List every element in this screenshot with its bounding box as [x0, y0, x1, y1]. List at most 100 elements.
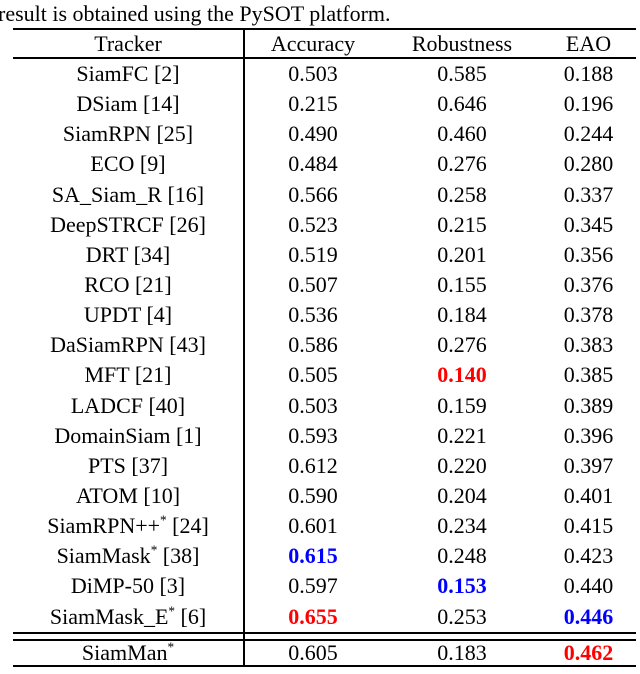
table-row: SiamMan* 0.605 0.183 0.462 [13, 639, 636, 665]
table-caption-text: result is obtained using the PySOT platf… [0, 1, 391, 26]
table-row: SiamMask_E* [6] 0.655 0.253 0.446 [13, 602, 636, 632]
table-row: DaSiamRPN [43] 0.586 0.276 0.383 [13, 330, 636, 360]
tracker-name-cell: MFT [21] [84, 362, 172, 388]
robustness-value-cell: 0.215 [437, 211, 487, 237]
eao-value-cell: 0.462 [563, 639, 614, 665]
table-row: ATOM [10] 0.590 0.204 0.401 [13, 481, 636, 511]
accuracy-value-cell: 0.503 [288, 392, 338, 418]
robustness-value-cell: 0.234 [437, 513, 487, 539]
eao-value-cell: 0.389 [563, 392, 614, 418]
table-row: DomainSiam [1] 0.593 0.221 0.396 [13, 421, 636, 451]
tracker-star-superscript: * [160, 512, 167, 528]
eao-value-cell: 0.337 [563, 181, 614, 207]
robustness-value-cell: 0.460 [437, 121, 487, 147]
eao-value-cell: 0.401 [563, 483, 614, 509]
robustness-value-cell: 0.276 [437, 151, 487, 177]
eao-value-cell: 0.385 [563, 362, 614, 388]
header-eao: EAO [565, 30, 612, 56]
robustness-value-cell: 0.221 [437, 422, 487, 448]
table-row: SA_Siam_R [16] 0.566 0.258 0.337 [13, 180, 636, 210]
robustness-value-cell: 0.204 [437, 483, 487, 509]
table-row: MFT [21] 0.505 0.140 0.385 [13, 360, 636, 390]
robustness-value-cell: 0.276 [437, 332, 487, 358]
tracker-name-cell: SiamRPN [25] [62, 121, 194, 147]
tracker-name-cell: SiamFC [2] [76, 61, 180, 87]
eao-value-cell: 0.446 [563, 603, 614, 629]
column-divider-line [243, 28, 245, 667]
tracker-name-cell: SA_Siam_R [16] [51, 181, 205, 207]
tracker-name-cell: DiMP-50 [3] [70, 573, 186, 599]
accuracy-value-cell: 0.605 [288, 639, 338, 665]
eao-value-cell: 0.196 [563, 91, 614, 117]
tracker-name-cell: SiamMask* [38] [56, 542, 200, 569]
tracker-star-superscript: * [150, 542, 158, 558]
robustness-value-cell: 0.646 [437, 91, 487, 117]
eao-value-cell: 0.396 [563, 422, 614, 448]
robustness-value-cell: 0.183 [437, 639, 487, 665]
eao-value-cell: 0.376 [563, 272, 614, 298]
tracker-name-cell: DomainSiam [1] [54, 422, 202, 448]
robustness-value-cell: 0.153 [437, 573, 487, 599]
accuracy-value-cell: 0.612 [288, 452, 338, 478]
tracker-name-cell: ECO [9] [90, 151, 166, 177]
table-row: LADCF [40] 0.503 0.159 0.389 [13, 391, 636, 421]
eao-value-cell: 0.440 [563, 573, 614, 599]
header-bottom-rule [13, 57, 636, 59]
eao-value-cell: 0.378 [563, 302, 614, 328]
robustness-value-cell: 0.258 [437, 181, 487, 207]
tracker-name-cell: DRT [34] [85, 241, 171, 267]
table-row: UPDT [4] 0.536 0.184 0.378 [13, 300, 636, 330]
table-bottom-rule [13, 664, 636, 667]
robustness-value-cell: 0.220 [437, 452, 487, 478]
accuracy-value-cell: 0.590 [288, 483, 338, 509]
tracker-name-cell: DSiam [14] [76, 91, 180, 117]
eao-value-cell: 0.244 [563, 121, 614, 147]
tracker-name-cell: ATOM [10] [75, 483, 181, 509]
table-row: DeepSTRCF [26] 0.523 0.215 0.345 [13, 210, 636, 240]
accuracy-value-cell: 0.507 [288, 272, 338, 298]
table-row: DSiam [14] 0.215 0.646 0.196 [13, 89, 636, 119]
accuracy-value-cell: 0.484 [288, 151, 338, 177]
table-row: SiamFC [2] 0.503 0.585 0.188 [13, 59, 636, 89]
tracker-star-superscript: * [168, 603, 175, 619]
eao-value-cell: 0.345 [563, 211, 614, 237]
accuracy-value-cell: 0.597 [288, 573, 338, 599]
robustness-value-cell: 0.585 [437, 61, 487, 87]
eao-value-cell: 0.188 [563, 61, 614, 87]
header-robustness: Robustness [411, 30, 513, 56]
table-footer: SiamMan* 0.605 0.183 0.462 [13, 639, 636, 665]
tracker-name-cell: SiamRPN++* [24] [47, 512, 209, 539]
accuracy-value-cell: 0.586 [288, 332, 338, 358]
accuracy-value-cell: 0.566 [288, 181, 338, 207]
table-top-rule [13, 28, 636, 30]
table-header-row: Tracker Accuracy Robustness EAO [13, 30, 636, 57]
eao-value-cell: 0.397 [563, 452, 614, 478]
table-row: ECO [9] 0.484 0.276 0.280 [13, 149, 636, 179]
table-row: DiMP-50 [3] 0.597 0.153 0.440 [13, 571, 636, 601]
tracker-name-cell: RCO [21] [84, 272, 172, 298]
eao-value-cell: 0.280 [563, 151, 614, 177]
eao-value-cell: 0.383 [563, 332, 614, 358]
table-row: PTS [37] 0.612 0.220 0.397 [13, 451, 636, 481]
robustness-value-cell: 0.140 [437, 362, 487, 388]
header-accuracy: Accuracy [270, 30, 356, 56]
accuracy-value-cell: 0.601 [288, 513, 338, 539]
double-rule-top [13, 631, 636, 634]
results-table: Tracker Accuracy Robustness EAO SiamFC [… [13, 28, 636, 667]
eao-value-cell: 0.423 [563, 543, 614, 569]
eao-value-cell: 0.415 [563, 513, 614, 539]
accuracy-value-cell: 0.215 [288, 91, 338, 117]
accuracy-value-cell: 0.593 [288, 422, 338, 448]
table-row: SiamRPN++* [24] 0.601 0.234 0.415 [13, 511, 636, 541]
table-row: RCO [21] 0.507 0.155 0.376 [13, 270, 636, 300]
table-body: SiamFC [2] 0.503 0.585 0.188 DSiam [14] 0.215… [13, 59, 636, 632]
accuracy-value-cell: 0.505 [288, 362, 338, 388]
tracker-name-cell: SiamMask_E* [6] [49, 603, 207, 629]
header-tracker: Tracker [94, 30, 162, 56]
tracker-name-cell: DeepSTRCF [26] [50, 211, 206, 237]
accuracy-value-cell: 0.519 [288, 241, 338, 267]
robustness-value-cell: 0.201 [437, 241, 487, 267]
accuracy-value-cell: 0.490 [288, 121, 338, 147]
tracker-name-cell: PTS [37] [87, 452, 169, 478]
